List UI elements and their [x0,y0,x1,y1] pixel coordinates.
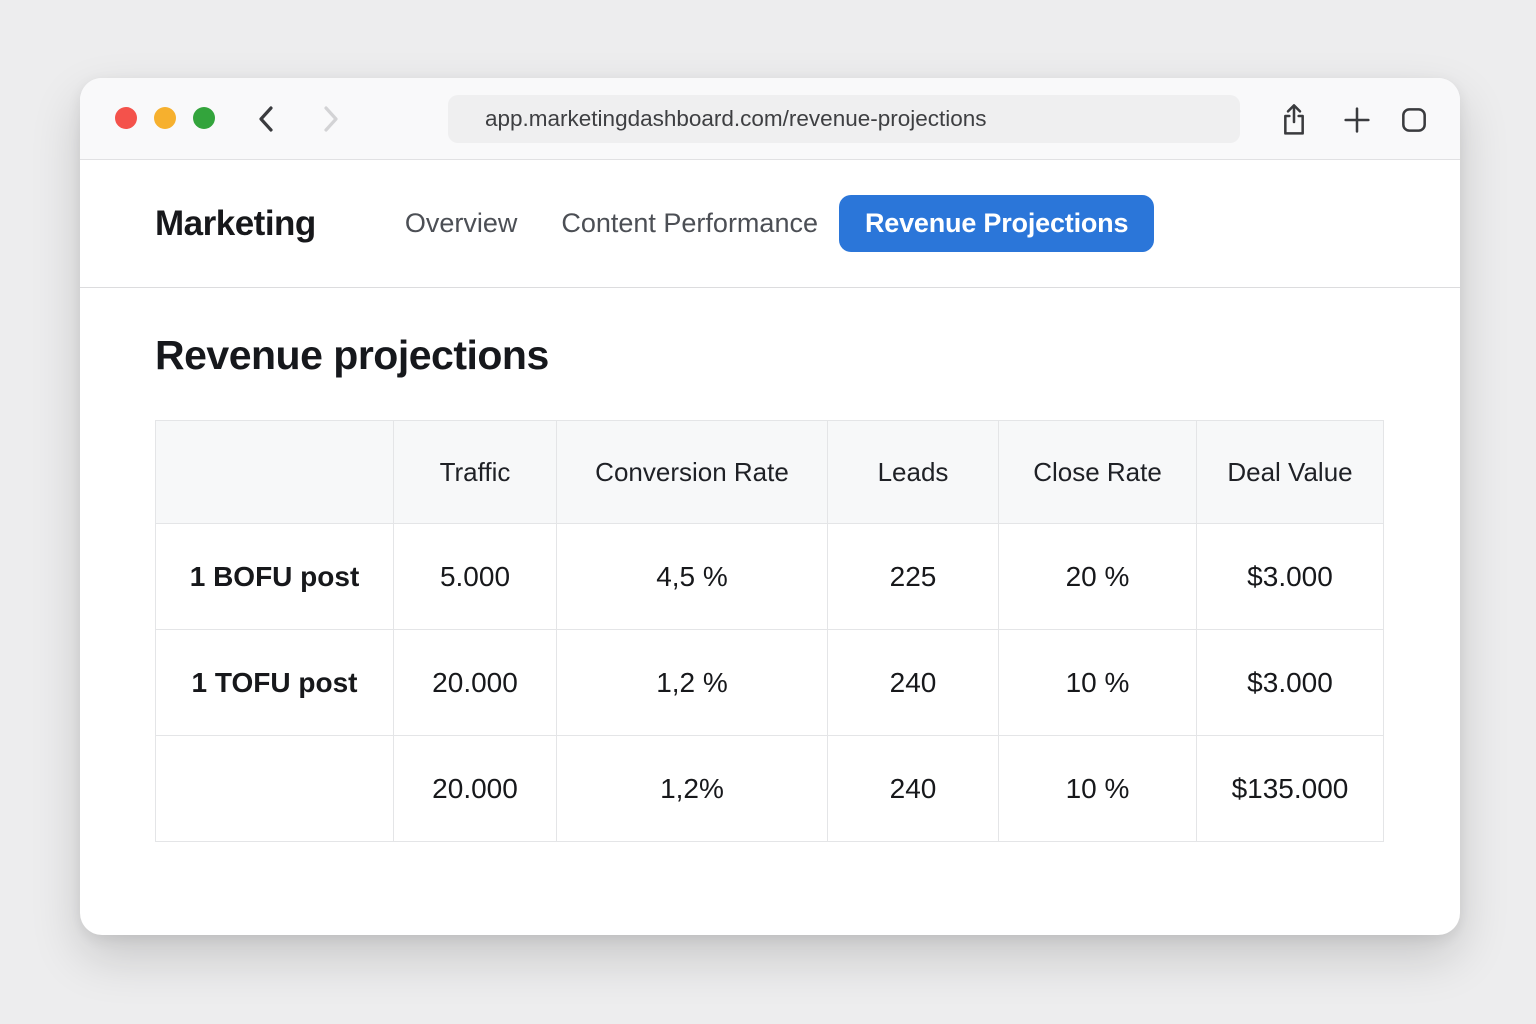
cell-close-rate: 20 % [998,523,1197,630]
tab-overview[interactable]: Overview [404,208,518,238]
table-row: 20.000 1,2% 240 10 % $135.000 [155,735,1384,842]
cell-traffic: 20.000 [393,629,557,736]
cell-traffic: 5.000 [393,523,557,630]
browser-window: app.marketingdashboard.com/revenue-proje… [80,78,1460,935]
plus-icon [1344,107,1370,133]
cell-leads: 225 [827,523,999,630]
table-row: 1 TOFU post 20.000 1,2 % 240 10 % $3.000 [155,629,1384,736]
maximize-button[interactable] [193,107,215,129]
cell-conversion-rate: 4,5 % [556,523,828,630]
page-title: Revenue projections [155,332,549,378]
share-icon [1284,104,1304,135]
tab-revenue-projections[interactable]: Revenue Projections [838,195,1155,252]
cell-traffic: 20.000 [393,735,557,842]
cell-leads: 240 [827,735,999,842]
cell-close-rate: 10 % [998,735,1197,842]
table-row: 1 BOFU post 5.000 4,5 % 225 20 % $3.000 [155,523,1384,630]
app-nav-bar: Marketing Overview Content Performance R… [80,160,1460,288]
table-header-row: Traffic Conversion Rate Leads Close Rate… [155,420,1384,524]
close-button[interactable] [115,107,137,129]
column-header-conversion-rate: Conversion Rate [556,420,828,524]
column-header-leads: Leads [827,420,999,524]
column-header-empty [155,420,394,524]
chevron-right-icon [324,106,338,132]
cell-deal-value: $135.000 [1196,735,1384,842]
minimize-button[interactable] [154,107,176,129]
row-label [155,735,394,842]
cell-conversion-rate: 1,2% [556,735,828,842]
address-bar[interactable]: app.marketingdashboard.com/revenue-proje… [448,95,1240,143]
column-header-traffic: Traffic [393,420,557,524]
revenue-projections-table: Traffic Conversion Rate Leads Close Rate… [155,420,1384,842]
app-brand: Marketing [155,203,316,243]
column-header-deal-value: Deal Value [1196,420,1384,524]
browser-chrome-bar: app.marketingdashboard.com/revenue-proje… [80,78,1460,160]
forward-button[interactable] [313,102,347,136]
chevron-left-icon [259,106,273,132]
cell-deal-value: $3.000 [1196,523,1384,630]
tabs-icon [1402,108,1426,132]
row-label: 1 BOFU post [155,523,394,630]
window-controls [115,107,215,129]
show-tabs-button[interactable] [1396,102,1432,138]
cell-deal-value: $3.000 [1196,629,1384,736]
row-label: 1 TOFU post [155,629,394,736]
tab-content-performance[interactable]: Content Performance [561,208,818,238]
new-tab-button[interactable] [1339,102,1375,138]
cell-conversion-rate: 1,2 % [556,629,828,736]
page-content: Revenue projections Traffic Conversion R… [80,288,1460,842]
cell-close-rate: 10 % [998,629,1197,736]
back-button[interactable] [250,102,284,136]
cell-leads: 240 [827,629,999,736]
column-header-close-rate: Close Rate [998,420,1197,524]
share-button[interactable] [1276,102,1312,138]
